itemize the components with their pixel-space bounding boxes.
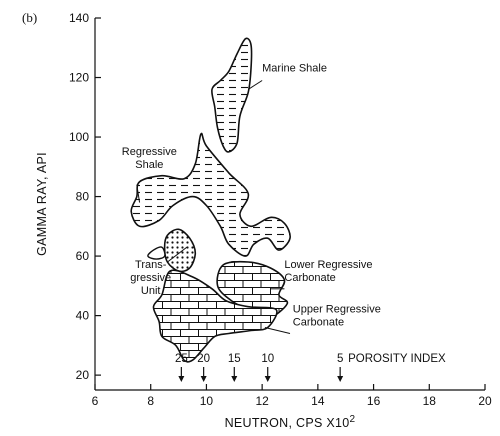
- annotation-leader-transgressive-unit: [167, 246, 188, 263]
- annotation-lower-regressive-carbonate: Lower Regressive Carbonate: [284, 259, 372, 284]
- porosity-tick-label: 20: [197, 353, 210, 365]
- x-tick-label: 16: [367, 394, 381, 408]
- region-lower-regressive-carbonate-4: [216, 260, 289, 320]
- x-tick-label: 20: [478, 394, 492, 408]
- x-tick-label: 14: [311, 394, 325, 408]
- porosity-arrow-head: [231, 376, 238, 382]
- annotation-line: Unit: [141, 285, 161, 297]
- y-tick-label: 60: [76, 249, 90, 263]
- porosity-tick-label: 25: [175, 353, 188, 365]
- y-tick-label: 40: [76, 309, 90, 323]
- porosity-arrow-head: [178, 376, 185, 382]
- y-axis-title: GAMMA RAY, API: [35, 152, 49, 256]
- annotation-leaders: [136, 80, 291, 334]
- annotation-line: gressive: [130, 272, 171, 284]
- porosity-index-label: POROSITY INDEX: [348, 353, 446, 365]
- annotation-line: Carbonate: [284, 272, 335, 284]
- x-tick-label: 18: [423, 394, 437, 408]
- x-tick-label: 12: [255, 394, 269, 408]
- annotation-upper-regressive-carbonate: Upper Regressive Carbonate: [293, 304, 381, 329]
- annotation-leader-upper-regressive-carbonate: [264, 327, 291, 334]
- region-upper-regressive-carbonate-5: [152, 269, 278, 363]
- porosity-tick-label: 15: [228, 353, 241, 365]
- annotation-transgressive-unit: Trans-gressive Unit: [130, 259, 171, 297]
- y-tick-label: 80: [76, 190, 90, 204]
- y-tick-label: 120: [69, 71, 89, 85]
- porosity-arrow-head: [337, 376, 344, 382]
- porosity-tick-label: 10: [261, 353, 274, 365]
- annotation-labels: Marine Shale Regressive Shale Trans-gressiv…: [122, 63, 381, 329]
- annotation-line: Trans-: [135, 259, 167, 271]
- porosity-tick-label: 5: [337, 353, 343, 365]
- annotation-leader-regressive-shale: [136, 184, 141, 203]
- facies-regions: [130, 37, 291, 363]
- x-axis-title-exponent: 2: [350, 414, 356, 425]
- porosity-arrow-head: [264, 376, 271, 382]
- y-tick-label: 100: [69, 130, 89, 144]
- annotation-marine-shale: Marine Shale: [262, 63, 327, 75]
- annotation-line: Shale: [135, 159, 163, 171]
- porosity-index-scale: 25 20 15 10 5 POROSITY INDEX: [175, 353, 446, 382]
- axes: [94, 18, 485, 391]
- x-ticks: 6 8 10 12 14 16 18 20: [92, 384, 492, 408]
- y-tick-label: 20: [76, 368, 90, 382]
- annotation-regressive-shale: Regressive Shale: [122, 146, 177, 171]
- region-outlier-blob: [147, 246, 166, 260]
- x-tick-label: 10: [200, 394, 214, 408]
- y-tick-label: 140: [69, 11, 89, 25]
- region-regressive-shale-1: [130, 132, 291, 257]
- annotation-line: Lower Regressive: [284, 259, 372, 271]
- x-axis-title: NEUTRON, CPS X102: [225, 414, 356, 430]
- annotation-line: Upper Regressive: [293, 304, 381, 316]
- x-tick-label: 8: [147, 394, 154, 408]
- annotation-leader-marine-shale: [247, 80, 263, 90]
- x-tick-label: 6: [92, 394, 99, 408]
- annotation-line: Regressive: [122, 146, 177, 158]
- region-transgressive-unit-2: [163, 228, 197, 273]
- panel-label: (b): [22, 10, 37, 25]
- porosity-arrow-head: [200, 376, 207, 382]
- region-marine-shale-0: [211, 37, 253, 153]
- y-ticks: 20 40 60 80 100 120 140: [69, 11, 101, 382]
- annotation-line: Carbonate: [293, 317, 344, 329]
- annotation-line: Marine Shale: [262, 63, 327, 75]
